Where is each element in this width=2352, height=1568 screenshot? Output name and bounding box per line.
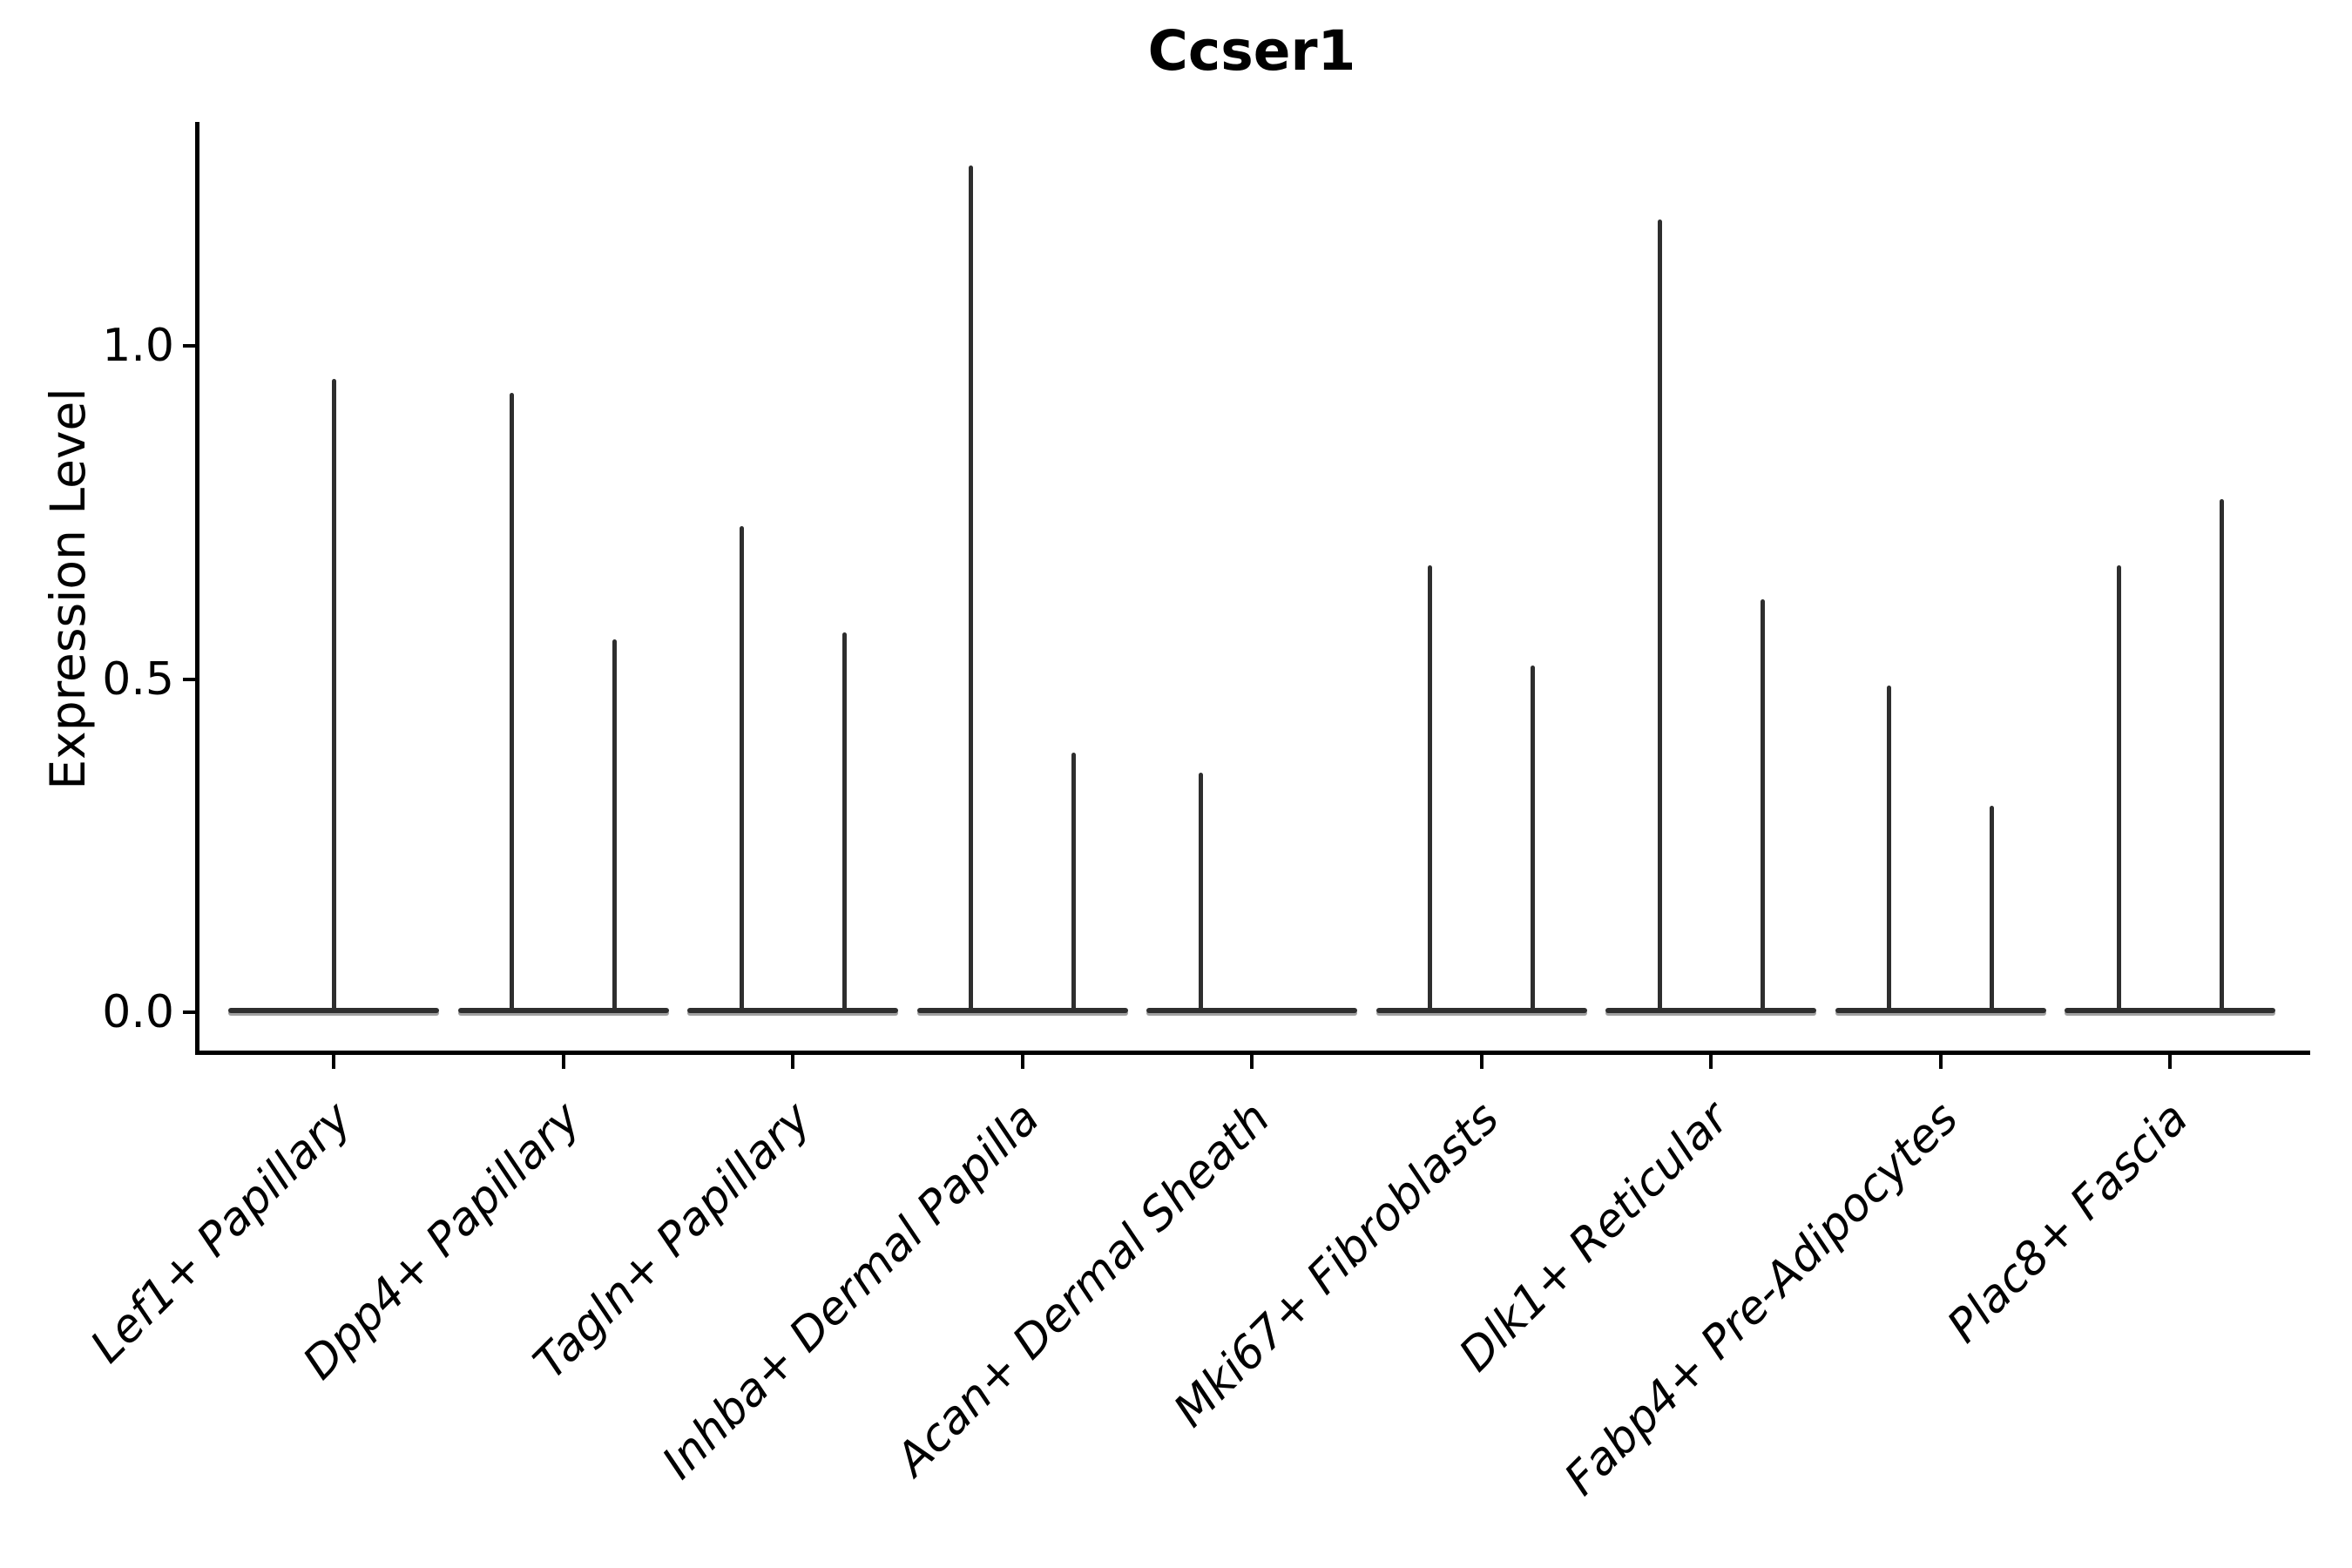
violin-spike: [1428, 565, 1432, 1012]
violin-spike: [2117, 565, 2121, 1012]
x-tick-mark: [1021, 1055, 1024, 1069]
y-tick-label: 1.0: [102, 320, 174, 372]
x-tick-label: Fabp4+ Pre-Adipocytes: [1554, 1092, 1969, 1506]
violin-spike: [612, 639, 617, 1012]
x-tick-mark: [332, 1055, 335, 1069]
violin-body: [1376, 1008, 1587, 1013]
violin-spike: [1199, 773, 1203, 1012]
violin-spike: [2220, 499, 2224, 1012]
y-tick-label: 0.0: [102, 986, 174, 1038]
x-tick-mark: [562, 1055, 565, 1069]
violin-body: [1146, 1008, 1357, 1013]
y-tick-mark: [183, 1010, 195, 1014]
x-tick-mark: [1709, 1055, 1713, 1069]
x-tick-mark: [1939, 1055, 1943, 1069]
violin-spike: [1658, 220, 1662, 1012]
y-axis-spine: [195, 122, 199, 1055]
violin-spike: [1071, 753, 1076, 1012]
y-tick-mark: [183, 677, 195, 681]
violin-body: [228, 1008, 439, 1013]
violin-spike: [510, 393, 514, 1012]
y-axis-label: Expression Level: [40, 388, 96, 790]
violin-spike: [969, 166, 973, 1012]
violin-spike: [1887, 686, 1891, 1012]
y-tick-mark: [183, 344, 195, 348]
x-tick-label: Acan+ Dermal Sheath: [886, 1092, 1281, 1486]
x-tick-mark: [1250, 1055, 1254, 1069]
y-tick-label: 0.5: [102, 652, 174, 706]
x-axis-spine: [195, 1051, 2310, 1055]
x-tick-label: Inhba+ Dermal Papilla: [652, 1092, 1051, 1490]
x-tick-mark: [1480, 1055, 1484, 1069]
chart-title: Ccser1: [1147, 19, 1356, 83]
violin-body: [458, 1008, 669, 1013]
violin-body: [687, 1008, 898, 1013]
violin-spike: [332, 379, 336, 1012]
violin-body: [2065, 1008, 2275, 1013]
violin-spike: [1761, 599, 1765, 1012]
violin-spike: [740, 526, 744, 1012]
violin-body: [1605, 1008, 1816, 1013]
x-tick-label: Plac8+ Fascia: [1937, 1092, 2199, 1354]
violin-spike: [1531, 666, 1535, 1012]
violin-spike: [842, 632, 847, 1012]
violin-body: [1835, 1008, 2046, 1013]
violin-body: [917, 1008, 1128, 1013]
violin-spike: [1990, 806, 1994, 1012]
x-tick-mark: [2168, 1055, 2172, 1069]
x-tick-mark: [791, 1055, 794, 1069]
